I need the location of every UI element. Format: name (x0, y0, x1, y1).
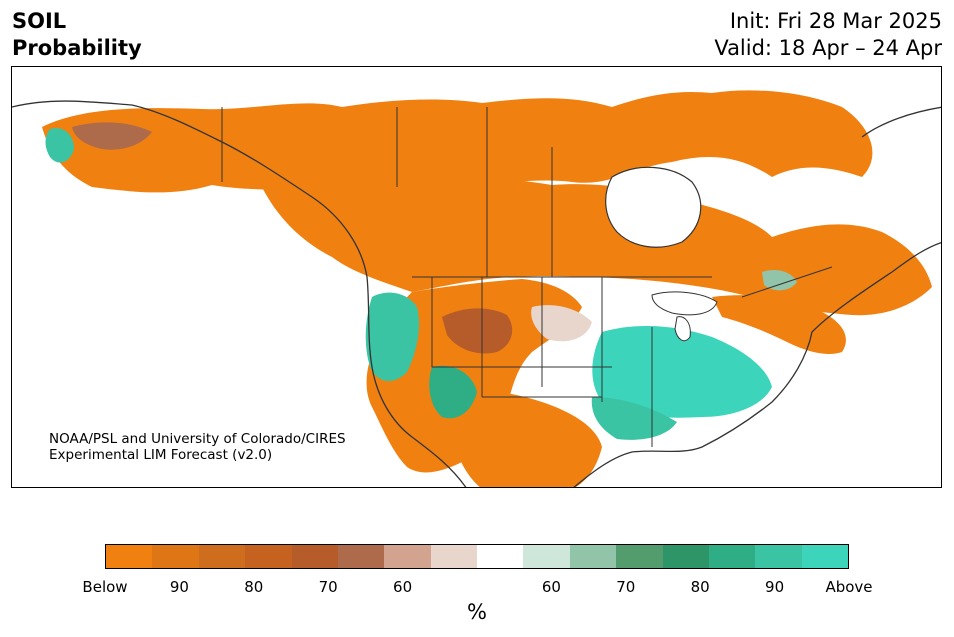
moderate-dry-patch-1 (442, 308, 513, 354)
colorbar-segment (569, 545, 617, 568)
variable-label: SOIL (12, 9, 67, 33)
colorbar-tick-label: Above (825, 578, 873, 596)
colorbar-segment (245, 545, 292, 568)
light-dry-patch (531, 305, 592, 342)
colorbar-tick-label: 90 (765, 578, 785, 596)
colorbar-segment (477, 545, 524, 568)
valid-range: Valid: 18 Apr – 24 Apr (714, 36, 942, 60)
moderate-dry-patch-2 (72, 122, 152, 150)
colorbar-segment (337, 545, 385, 568)
colorbar-tick-label: 90 (169, 578, 189, 596)
dry-region-texas (448, 391, 602, 487)
colorbar-tick-label: 70 (616, 578, 636, 596)
map-title: SOIL Probability (12, 8, 142, 62)
great-lakes (651, 291, 718, 342)
colorbar-segment (106, 545, 153, 568)
dry-region-central-canada (262, 175, 932, 316)
wet-region-alaska (45, 128, 74, 163)
product-label: Probability (12, 36, 142, 60)
colorbar-segment (291, 545, 338, 568)
colorbar-segment (662, 545, 709, 568)
colorbar-tick-label: 60 (541, 578, 561, 596)
colorbar-tick-label: 80 (244, 578, 264, 596)
hudson-bay (605, 166, 702, 248)
credit-text: NOAA/PSL and University of Colorado/CIRE… (49, 431, 346, 463)
colorbar-segment (384, 545, 431, 568)
dry-region-west-us (366, 279, 582, 473)
wet-region-southwest (429, 365, 477, 419)
wet-region-pacific-nw (365, 292, 419, 382)
colorbar-segment (755, 545, 802, 568)
colorbar-tick-label: Below (82, 578, 128, 596)
colorbar-segment (801, 545, 848, 568)
probability-colorbar (105, 544, 849, 569)
colorbar-segment (152, 545, 199, 568)
credit-line-1: NOAA/PSL and University of Colorado/CIRE… (49, 431, 346, 447)
colorbar-segment (708, 545, 756, 568)
wet-region-southeast (591, 397, 677, 440)
colorbar-unit-label: % (467, 600, 487, 624)
credit-line-2: Experimental LIM Forecast (v2.0) (49, 447, 273, 463)
colorbar-segment (523, 545, 570, 568)
colorbar-segment (198, 545, 246, 568)
coastline (12, 100, 941, 487)
boundary-lines (221, 107, 833, 447)
wet-region-ohio-valley (592, 325, 772, 418)
colorbar-tick-label: 80 (690, 578, 710, 596)
colorbar-tick-label: 70 (318, 578, 338, 596)
dry-region-east (712, 295, 846, 354)
init-date: Init: Fri 28 Mar 2025 (729, 9, 942, 33)
colorbar-tick-label: 60 (393, 578, 413, 596)
wet-region-quebec (762, 270, 797, 291)
forecast-dates: Init: Fri 28 Mar 2025 Valid: 18 Apr – 24… (714, 8, 942, 62)
colorbar-segment (616, 545, 663, 568)
map-canvas (12, 90, 941, 487)
colorbar-segment (430, 545, 477, 568)
forecast-map (11, 66, 942, 488)
dry-region-north (42, 90, 873, 197)
